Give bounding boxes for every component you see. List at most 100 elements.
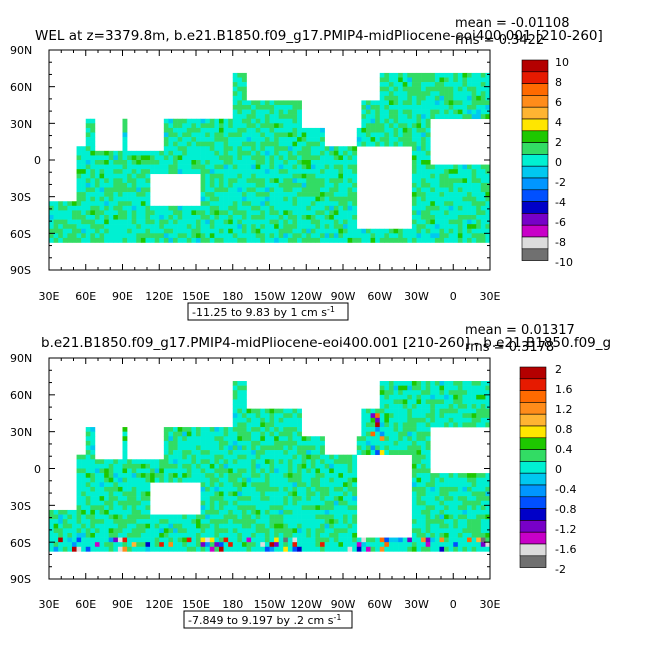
map-cell — [251, 523, 257, 529]
map-cell — [264, 473, 270, 478]
map-cell — [457, 201, 463, 207]
map-cell — [186, 450, 192, 455]
map-cell — [260, 187, 266, 193]
map-cell — [223, 477, 229, 483]
map-cell — [94, 210, 100, 216]
map-cell — [117, 546, 123, 552]
map-cell — [168, 160, 174, 165]
map-cell — [453, 422, 459, 428]
map-cell — [205, 196, 211, 202]
map-cell — [301, 463, 307, 469]
map-cell — [329, 215, 335, 220]
map-cell — [177, 215, 183, 220]
map-cell — [223, 440, 229, 446]
map-cell — [411, 114, 417, 120]
map-cell — [76, 146, 82, 152]
map-cell — [136, 514, 142, 520]
map-cell — [241, 132, 247, 138]
map-cell — [425, 182, 431, 188]
map-cell — [416, 514, 422, 520]
map-cell — [264, 150, 270, 156]
map-cell — [402, 417, 408, 423]
map-cell — [301, 459, 307, 465]
map-cell — [140, 215, 146, 220]
map-cell — [186, 123, 192, 129]
map-cell — [81, 509, 87, 515]
map-cell — [425, 150, 431, 156]
map-cell — [237, 519, 243, 525]
map-cell — [434, 178, 440, 184]
map-cell — [228, 118, 234, 124]
map-cell — [485, 413, 491, 419]
map-cell — [361, 100, 367, 106]
map-cell — [251, 164, 257, 170]
colorbar-label: 0.4 — [555, 443, 573, 456]
map-cell — [76, 537, 82, 543]
map-cell — [439, 496, 445, 502]
map-cell — [485, 542, 491, 548]
map-cell — [278, 228, 284, 234]
map-cell — [416, 137, 422, 142]
map-cell — [255, 505, 261, 511]
map-cell — [434, 413, 440, 419]
map-cell — [324, 523, 330, 529]
map-cell — [453, 390, 459, 396]
map-cell — [379, 440, 385, 446]
map-cell — [191, 519, 197, 525]
map-cell — [81, 205, 87, 211]
map-cell — [421, 542, 426, 548]
map-cell — [356, 233, 362, 239]
map-cell — [329, 173, 335, 179]
map-cell — [292, 155, 298, 161]
map-cell — [315, 233, 321, 239]
map-cell — [448, 482, 454, 488]
map-cell — [407, 413, 413, 419]
map-cell — [209, 514, 215, 520]
map-cell — [425, 109, 431, 115]
map-cell — [347, 155, 353, 161]
map-cell — [421, 532, 426, 538]
map-cell — [434, 173, 440, 179]
map-cell — [186, 542, 192, 548]
map-cell — [467, 500, 472, 506]
map-cell — [448, 394, 454, 400]
colorbar-label: 0 — [555, 463, 562, 476]
map-cell — [333, 496, 339, 502]
map-cell — [186, 427, 192, 432]
map-cell — [90, 477, 96, 483]
map-cell — [375, 542, 381, 548]
map-cell — [140, 491, 146, 497]
map-cell — [425, 390, 431, 396]
map-cell — [274, 523, 279, 529]
map-cell — [480, 390, 486, 396]
map-cell — [421, 150, 426, 156]
map-cell — [421, 399, 426, 405]
map-cell — [480, 224, 486, 230]
map-cell — [127, 196, 132, 202]
map-cell — [430, 528, 436, 534]
map-cell — [264, 431, 270, 437]
map-cell — [278, 463, 284, 469]
map-cell — [462, 496, 468, 502]
map-cell — [480, 237, 486, 243]
map-cell — [205, 182, 211, 188]
map-cell — [347, 150, 353, 156]
map-cell — [379, 127, 385, 133]
map-cell — [297, 237, 302, 243]
map-cell — [255, 454, 261, 460]
map-cell — [274, 233, 279, 239]
map-cell — [287, 233, 293, 239]
map-cell — [131, 532, 137, 538]
map-cell — [182, 146, 188, 152]
map-cell — [140, 237, 146, 243]
map-cell — [315, 196, 321, 202]
map-cell — [232, 427, 238, 432]
map-cell — [329, 237, 335, 243]
map-cell — [108, 182, 114, 188]
map-cell — [352, 201, 358, 207]
map-cell — [421, 482, 426, 488]
map-cell — [200, 473, 206, 478]
map-cell — [425, 233, 431, 239]
map-cell — [58, 546, 64, 552]
map-cell — [154, 532, 160, 538]
